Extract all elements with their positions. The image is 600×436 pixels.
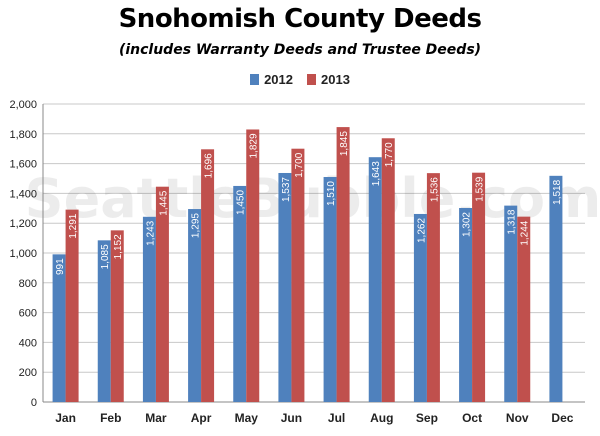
data-label-2012: 1,262 bbox=[416, 218, 427, 243]
y-tick-label: 1,800 bbox=[9, 129, 37, 141]
data-label-2012: 1,510 bbox=[326, 181, 337, 206]
y-tick-label: 2,000 bbox=[9, 99, 37, 111]
data-label-2012: 991 bbox=[55, 258, 66, 275]
data-label-2013: 1,244 bbox=[520, 220, 531, 245]
x-tick-label: Dec bbox=[551, 411, 573, 425]
bar-2012 bbox=[278, 172, 292, 402]
x-tick-label: Jun bbox=[281, 411, 302, 425]
bar-2012 bbox=[459, 208, 473, 402]
x-tick-label: Aug bbox=[370, 411, 393, 425]
y-tick-label: 0 bbox=[31, 397, 37, 409]
bar-2013 bbox=[336, 127, 350, 402]
x-tick-label: Mar bbox=[145, 411, 167, 425]
y-tick-label: 800 bbox=[19, 278, 37, 290]
bar-2013 bbox=[201, 149, 215, 402]
y-tick-label: 1,200 bbox=[9, 218, 37, 230]
bar-2013 bbox=[155, 186, 169, 402]
bar-2012 bbox=[188, 209, 202, 402]
bar-2012 bbox=[233, 185, 247, 402]
x-tick-label: Oct bbox=[462, 411, 482, 425]
chart-title: Snohomish County Deeds bbox=[118, 4, 482, 34]
bar-2013 bbox=[110, 230, 124, 402]
data-label-2012: 1,295 bbox=[191, 213, 202, 238]
data-label-2013: 1,829 bbox=[249, 133, 260, 158]
data-label-2012: 1,450 bbox=[236, 190, 247, 215]
data-label-2013: 1,539 bbox=[475, 176, 486, 201]
legend-label-2013: 2013 bbox=[321, 72, 350, 87]
bar-2013 bbox=[517, 216, 531, 402]
bar-2012 bbox=[368, 157, 382, 402]
legend-item-2013: 2013 bbox=[307, 72, 350, 87]
data-label-2012: 1,643 bbox=[371, 161, 382, 186]
bar-2013 bbox=[381, 138, 395, 402]
bar-2013 bbox=[291, 148, 305, 402]
data-label-2013: 1,152 bbox=[113, 234, 124, 259]
data-label-2013: 1,770 bbox=[384, 142, 395, 167]
bar-2012 bbox=[52, 254, 66, 402]
chart-subtitle: (includes Warranty Deeds and Trustee Dee… bbox=[118, 42, 482, 58]
watermark-text: SeattleBubble.com bbox=[25, 167, 600, 230]
legend: 2012 2013 bbox=[0, 72, 600, 87]
data-label-2013: 1,700 bbox=[294, 152, 305, 177]
y-tick-label: 200 bbox=[19, 367, 37, 379]
x-tick-label: Sep bbox=[416, 411, 438, 425]
x-tick-label: Feb bbox=[100, 411, 121, 425]
data-label-2013: 1,445 bbox=[158, 190, 169, 215]
data-label-2012: 1,537 bbox=[281, 177, 292, 202]
data-label-2012: 1,085 bbox=[100, 244, 111, 269]
bar-2012 bbox=[97, 240, 111, 402]
x-tick-label: Apr bbox=[191, 411, 212, 425]
bar-2013 bbox=[65, 209, 79, 402]
bar-2013 bbox=[472, 172, 486, 402]
data-label-2013: 1,536 bbox=[429, 177, 440, 202]
y-tick-label: 1,600 bbox=[9, 159, 37, 171]
bar-2012 bbox=[413, 213, 427, 402]
y-tick-label: 1,000 bbox=[9, 248, 37, 260]
bar-2012 bbox=[549, 175, 563, 402]
legend-swatch-2012 bbox=[250, 74, 260, 85]
data-label-2013: 1,845 bbox=[339, 131, 350, 156]
bar-2013 bbox=[246, 129, 260, 402]
data-label-2013: 1,696 bbox=[204, 153, 215, 178]
y-tick-label: 400 bbox=[19, 337, 37, 349]
legend-item-2012: 2012 bbox=[250, 72, 293, 87]
x-tick-label: Jan bbox=[55, 411, 76, 425]
x-tick-label: May bbox=[235, 411, 259, 425]
x-tick-label: Jul bbox=[328, 411, 345, 425]
bar-2012 bbox=[323, 177, 337, 402]
data-label-2013: 1,291 bbox=[68, 213, 79, 238]
legend-label-2012: 2012 bbox=[264, 72, 293, 87]
data-label-2012: 1,318 bbox=[507, 209, 518, 234]
bar-2013 bbox=[426, 173, 440, 402]
data-label-2012: 1,243 bbox=[145, 220, 156, 245]
bar-2012 bbox=[504, 205, 518, 402]
y-tick-label: 600 bbox=[19, 308, 37, 320]
data-label-2012: 1,518 bbox=[552, 179, 563, 204]
data-label-2012: 1,302 bbox=[462, 212, 473, 237]
x-tick-label: Nov bbox=[506, 411, 529, 425]
legend-swatch-2013 bbox=[307, 74, 316, 85]
y-tick-label: 1,400 bbox=[9, 188, 37, 200]
bar-2012 bbox=[142, 216, 156, 402]
